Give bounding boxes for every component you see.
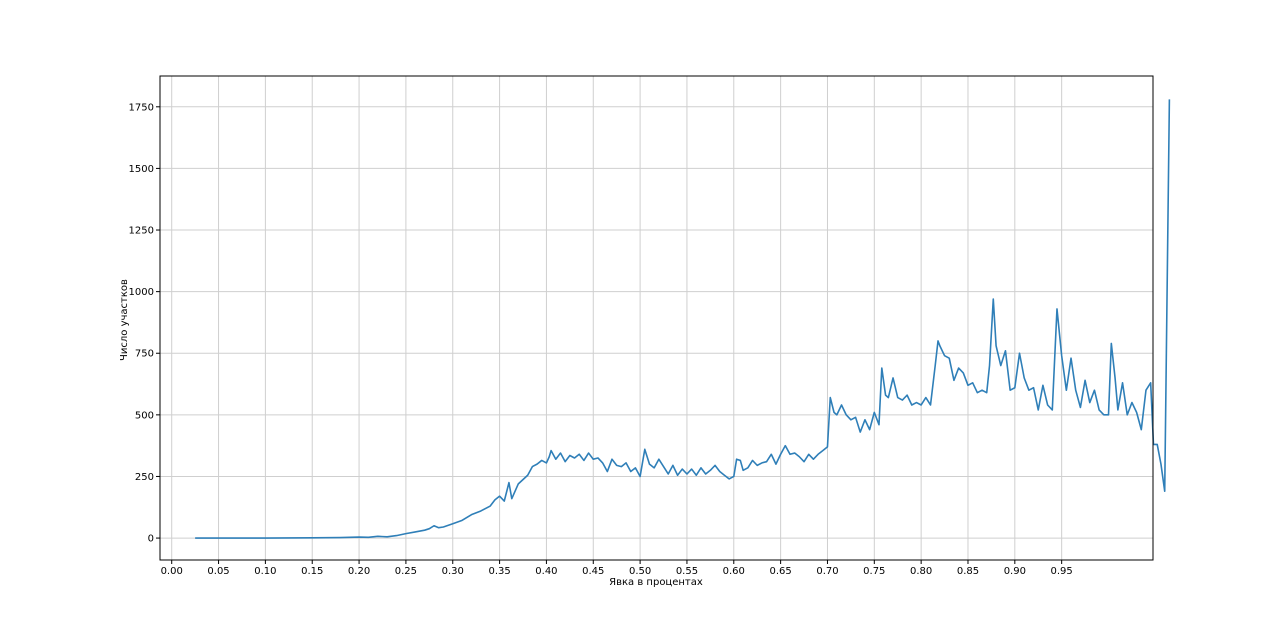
plot-frame xyxy=(159,75,1154,561)
y-tick-label: 500 xyxy=(135,410,154,421)
y-tick-label: 1000 xyxy=(129,287,154,298)
x-tick-label: 0.15 xyxy=(301,566,323,577)
x-tick-label: 0.40 xyxy=(535,566,557,577)
x-tick-label: 0.35 xyxy=(488,566,510,577)
x-axis-label: Явка в процентах xyxy=(609,577,703,588)
x-tick-label: 0.55 xyxy=(676,566,698,577)
y-axis-ticks: 0 250 500 750 1000 1250 1500 1750 xyxy=(129,102,160,545)
y-axis-label: Число участков xyxy=(119,279,130,361)
x-tick-label: 0.60 xyxy=(723,566,745,577)
x-tick-label: 0.95 xyxy=(1051,566,1073,577)
x-tick-label: 0.00 xyxy=(161,566,183,577)
y-tick-label: 1750 xyxy=(129,102,154,113)
x-tick-label: 0.50 xyxy=(629,566,651,577)
x-tick-label: 0.05 xyxy=(207,566,229,577)
x-tick-label: 0.75 xyxy=(863,566,885,577)
y-tick-label: 250 xyxy=(135,472,154,483)
x-tick-label: 0.85 xyxy=(957,566,979,577)
x-tick-label: 0.65 xyxy=(769,566,791,577)
grid xyxy=(160,76,1153,560)
x-axis-ticks: 0.00 0.05 0.10 0.15 0.20 0.25 0.30 0.35 0.40 0.45… xyxy=(161,560,1073,577)
y-tick-label: 750 xyxy=(135,349,154,360)
series-line xyxy=(195,99,1171,539)
x-tick-label: 0.90 xyxy=(1004,566,1026,577)
y-tick-label: 0 xyxy=(148,534,154,545)
x-tick-label: 0.45 xyxy=(582,566,604,577)
x-tick-label: 0.20 xyxy=(348,566,370,577)
x-tick-label: 0.70 xyxy=(816,566,838,577)
x-tick-label: 0.30 xyxy=(442,566,464,577)
y-tick-label: 1500 xyxy=(129,164,154,175)
x-tick-label: 0.25 xyxy=(395,566,417,577)
x-tick-label: 0.10 xyxy=(254,566,276,577)
x-tick-label: 0.80 xyxy=(910,566,932,577)
y-tick-label: 1250 xyxy=(129,226,154,237)
